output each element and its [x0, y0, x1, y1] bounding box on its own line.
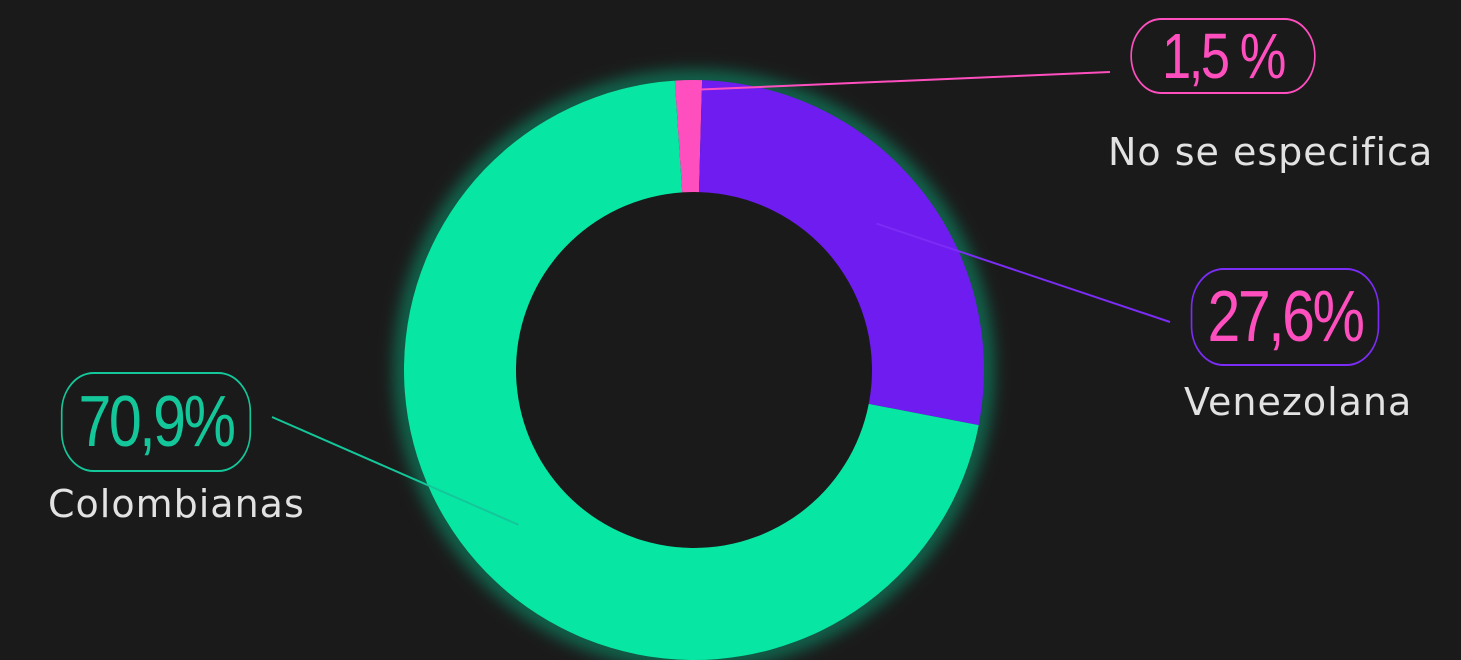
donut-slice-no-se-especifica — [674, 80, 703, 193]
value-badge-no-se-especifica: 1,5 % — [1130, 18, 1316, 94]
value-label-venezolana: 27,6% — [1207, 277, 1365, 357]
value-label-no-se-especifica: 1,5 % — [1162, 20, 1286, 92]
category-label-no-se-especifica: No se especifica — [1108, 130, 1434, 174]
category-label-colombianas: Colombianas — [48, 482, 305, 526]
leader-line-venezolana — [876, 222, 1171, 323]
value-badge-venezolana: 27,6% — [1190, 268, 1380, 366]
leader-line-colombianas — [271, 416, 519, 526]
donut-slice-venezolana — [698, 80, 984, 426]
category-label-venezolana: Venezolana — [1184, 380, 1413, 424]
value-badge-colombianas: 70,9% — [60, 372, 252, 472]
value-label-colombianas: 70,9% — [78, 382, 236, 462]
leader-line-no-se-especifica — [688, 71, 1111, 92]
donut-slice-colombianas — [404, 80, 979, 660]
